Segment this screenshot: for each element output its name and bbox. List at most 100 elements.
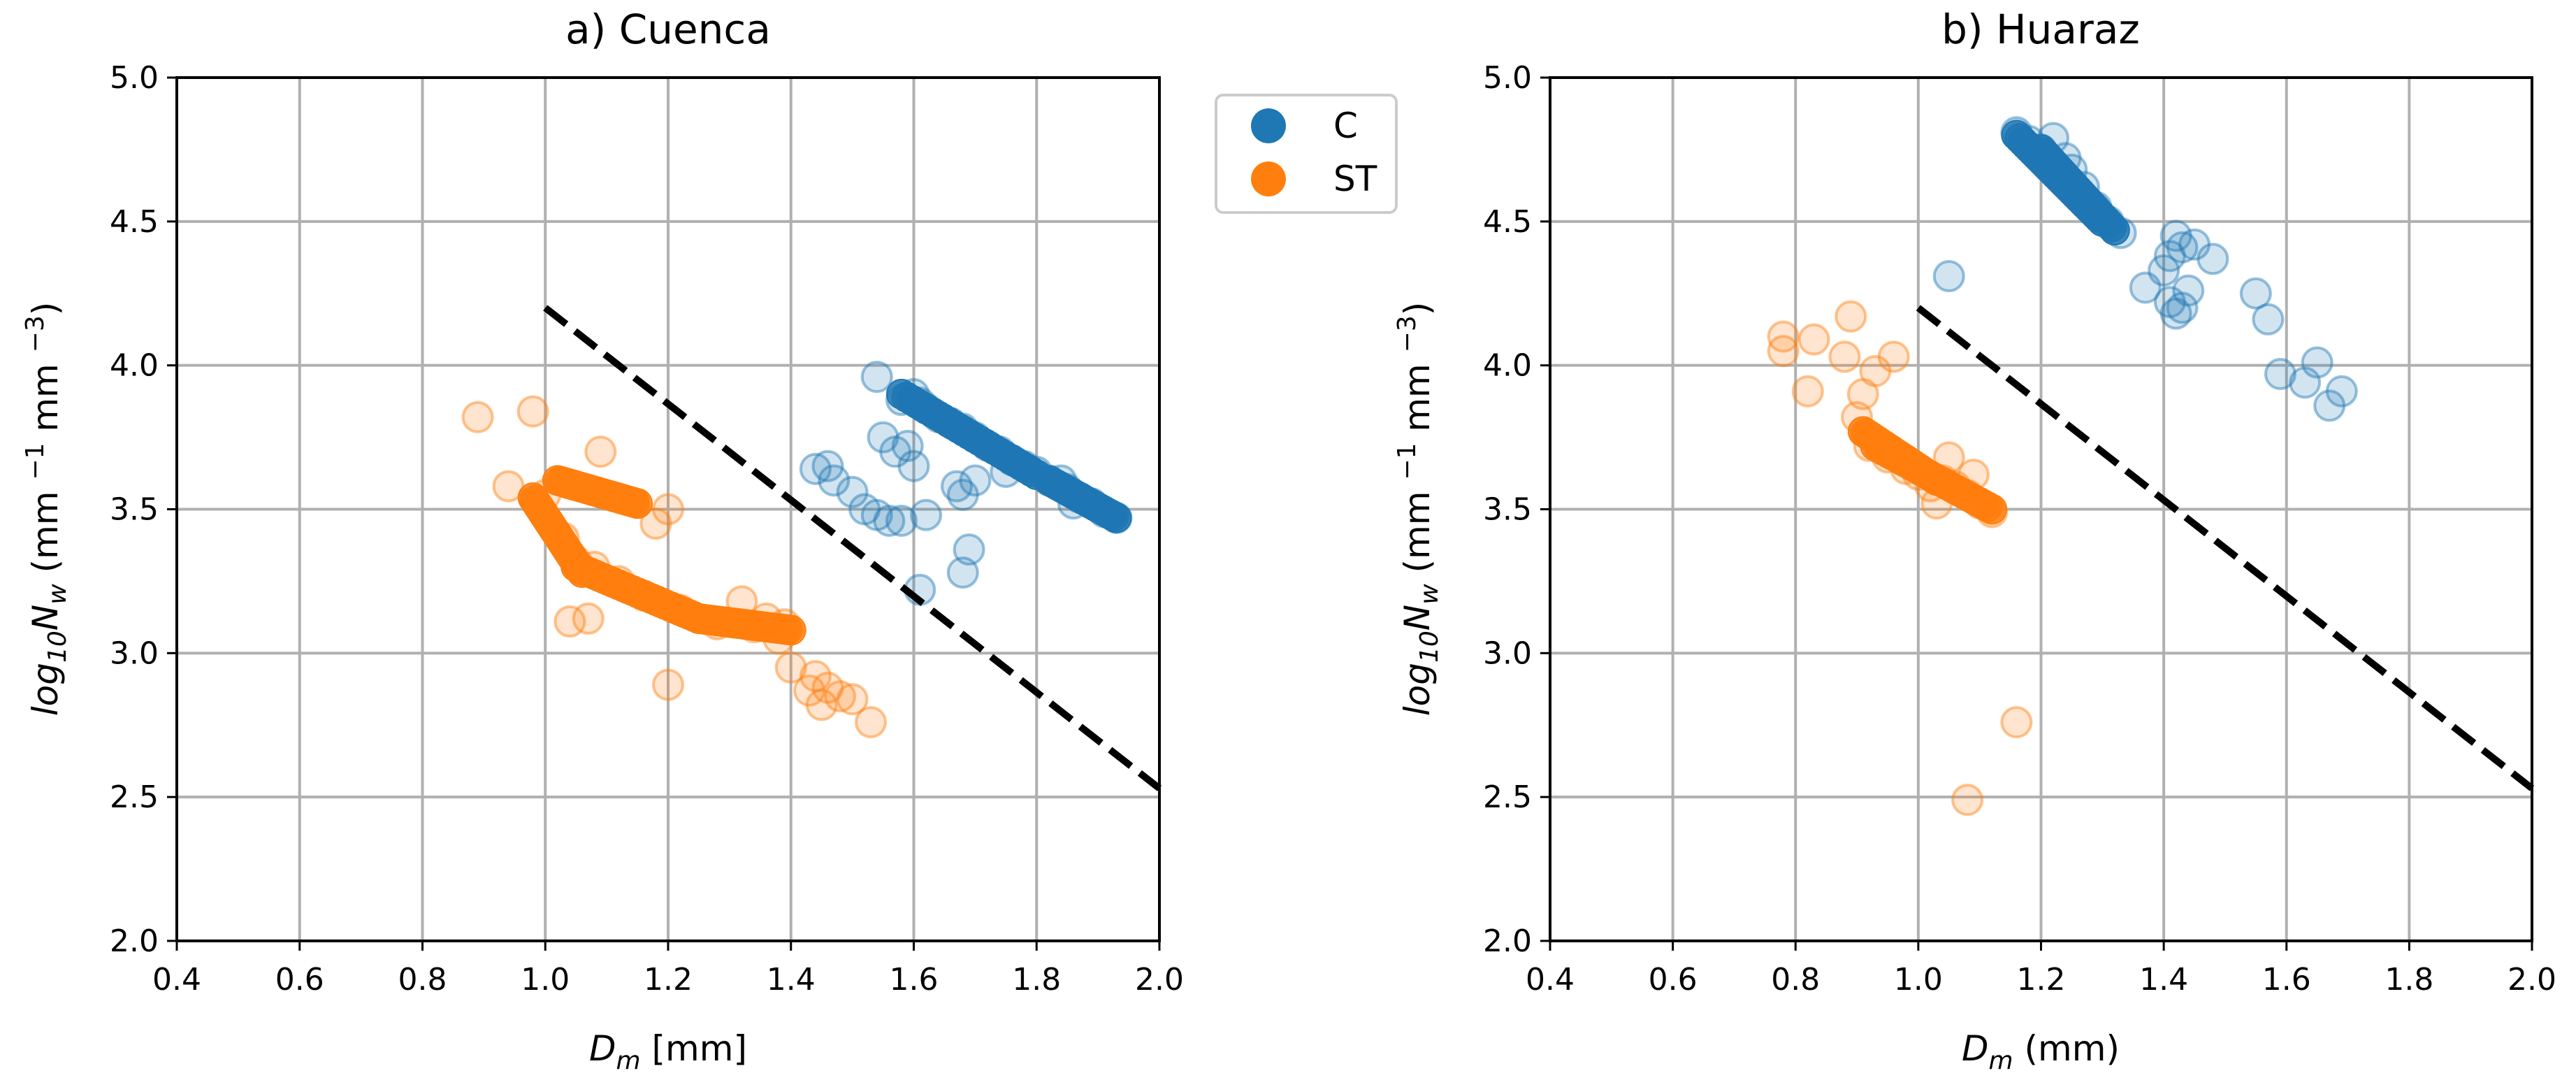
panel-a-x-tick-label: 1.6 [890,962,939,998]
panel-b-point-c [2172,274,2205,307]
legend-label-st: ST [1333,159,1377,199]
panel-a-x-tick-label: 1.0 [521,962,570,998]
panel-a-point-st [547,521,580,554]
panel-a-point-c [1057,487,1090,520]
panel-b-point-c [2325,375,2358,408]
panel-a-point-c [1076,487,1108,520]
panel-a-point-st [492,470,525,503]
panel-a-x-tick-label: 2.0 [1135,962,1184,998]
panel-a-point-st [516,395,549,428]
panel-a-point-c [860,361,893,394]
panel-a-point-c [1045,464,1078,497]
panel-a-point-st [836,683,869,716]
panel-a-point-c [885,384,918,417]
panel-a-y-tick-label: 2.5 [110,779,159,815]
panel-a-point-st [627,580,660,612]
panel-a-point-st [560,545,593,577]
panel-a-point-st [584,435,617,468]
panel-b-point-st [1976,494,2008,525]
panel-b-point-c [2264,358,2296,391]
panel-a-point-c [897,377,930,410]
panel-b-x-tick-label: 1.0 [1894,962,1943,998]
panel-a-point-st [805,689,838,721]
panel-a-point-c [811,449,844,482]
panel-a-point-c [946,412,979,445]
panel-b-point-c [2129,271,2162,304]
panel-a-point-c [836,475,869,508]
panel-a-point-c [897,449,930,482]
panel-a-point-c [818,464,851,497]
panel-a-y-tick-label: 3.5 [110,492,159,528]
panel-b-point-st [1828,340,1861,373]
panel-b-threshold [1916,305,2535,791]
panel-a-point-c [990,455,1022,488]
panel-b-ticks: 0.4 0.6 0.8 1.0 1.2 1.4 1.6 1.8 2.0 2.0 2.5 3.0 3.5 4… [1483,60,2556,998]
panel-b-point-st [1914,470,1947,503]
panel-b-point-st [1877,340,1910,373]
panel-b-y-axis-label: log10Nw (mm −1 mm −3) [1393,302,1444,717]
panel-b-y-tick-label: 5.0 [1483,60,1532,96]
panel-a-x-tick-label: 1.8 [1012,962,1061,998]
panel-a-point-st [762,622,795,655]
panel-b-points [1767,116,2358,816]
panel-b-point-st [1853,429,1886,462]
panel-a-point-st [652,493,684,526]
panel-b-point-c [2092,205,2125,238]
panel-b-point-st [1951,478,1984,511]
panel-a-x-tick-label: 1.4 [767,962,816,998]
panel-b-point-st [1902,459,1934,491]
panel-a-point-c [1063,482,1096,514]
panel-a-point-st [854,706,887,739]
panel-a-y-tick-label: 4.5 [110,204,159,240]
panel-b-point-st [1920,487,1953,520]
panel-b-title: b) Huaraz [1941,6,2140,53]
panel-b-x-tick-label: 0.6 [1649,962,1698,998]
panel-b-y-tick-label: 3.0 [1483,635,1532,671]
panel-a-point-c [1032,464,1065,497]
panel-b-point-c [2166,231,2199,264]
panel-b-point-st [1871,441,1904,474]
panel-a-point-c [1087,496,1120,528]
panel-a-points [461,361,1133,739]
panel-b-point-c [2252,303,2285,336]
panel-a-point-c [873,504,906,537]
panel-b-point-c [2159,297,2192,330]
panel-a-point-st [738,611,771,644]
panel-a-point-st [793,674,826,707]
panel-b-point-c [2000,116,2033,149]
panel-b: 0.4 0.6 0.8 1.0 1.2 1.4 1.6 1.8 2.0 2.0 2.5 3.0 3.5 4… [1393,6,2556,1075]
panel-b-threshold-line [1916,305,2535,791]
panel-b-x-tick-label: 0.8 [1771,962,1820,998]
panel-b-point-st [1957,459,1990,491]
panel-b-point-st [1890,452,1923,485]
panel-a-point-st [572,602,605,635]
legend-marker-st [1251,161,1286,196]
legend-marker-c [1251,108,1286,143]
panel-a-point-st [824,680,857,713]
panel-b-point-c [2289,366,2322,399]
panel-a-point-st [775,614,806,646]
panel-a-point-c [1100,501,1133,534]
panel-b-point-c [2104,217,2137,250]
panel-a-point-c [983,435,1016,468]
panel-b-x-tick-label: 1.2 [2017,962,2066,998]
panel-b-y-tick-label: 3.5 [1483,492,1532,528]
panel-a-point-c [959,421,992,454]
panel-b-point-st [1976,496,2009,528]
panel-a-threshold-line [543,305,1162,791]
panel-b-point-st [1767,320,1800,353]
panel-a-point-c [848,493,881,526]
panel-a-point-c [867,421,899,454]
panel-a-x-tick-label: 0.8 [398,962,447,998]
panel-b-point-c [2067,171,2100,203]
panel-a: 0.4 0.6 0.8 1.0 1.2 1.4 1.6 1.8 2.0 2.0 2.5 3.0 3.5 4… [21,6,1184,1075]
panel-a-point-c [946,556,979,589]
panel-a-point-st [725,585,758,618]
panel-b-point-st [1939,470,1971,503]
panel-b-point-c [2197,243,2229,275]
panel-b-x-tick-label: 1.6 [2262,962,2311,998]
panel-b-point-st [1835,300,1867,333]
panel-a-y-tick-label: 5.0 [110,60,159,96]
panel-b-point-st [1951,784,1984,816]
